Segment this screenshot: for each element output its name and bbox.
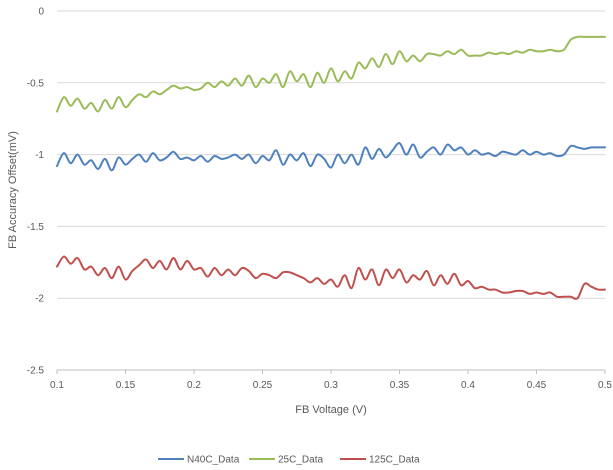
x-axis-title: FB Voltage (V) xyxy=(295,404,367,416)
x-tick-label: 0.2 xyxy=(187,380,201,391)
gridlines xyxy=(57,82,605,371)
y-tick-label: -0.5 xyxy=(27,78,45,89)
x-tick-label: 0.1 xyxy=(50,380,64,391)
y-tick-label: -2 xyxy=(35,294,44,305)
legend-label: 125C_Data xyxy=(369,455,420,466)
axes xyxy=(56,10,606,374)
x-tick-label: 0.4 xyxy=(461,380,475,391)
y-axis-title: FB Accuracy Offset(mV) xyxy=(7,131,19,249)
series-line-n40c-data xyxy=(56,142,606,172)
series-line-125c-data xyxy=(56,255,606,300)
legend: N40C_Data 25C_Data 125C_Data xyxy=(158,455,420,466)
series-lines xyxy=(56,35,606,300)
y-tick-label: -2.5 xyxy=(27,366,45,377)
series-line-25c-data xyxy=(56,35,606,113)
y-tick-label: 0 xyxy=(38,7,44,18)
tick-labels: 0 -0.5 -1 -1.5 -2 -2.5 0.1 0.15 0.2 0.25 0.3 0.35 0.… xyxy=(27,7,613,392)
y-tick-label: -1.5 xyxy=(27,222,45,233)
legend-label: N40C_Data xyxy=(187,455,240,466)
x-tick-label: 0.15 xyxy=(116,380,136,391)
x-tick-label: 0.35 xyxy=(390,380,410,391)
y-tick-label: -1 xyxy=(35,150,44,161)
x-tick-label: 0.25 xyxy=(253,380,273,391)
x-tick-label: 0.45 xyxy=(527,380,547,391)
x-tick-label: 0.3 xyxy=(324,380,338,391)
legend-label: 25C_Data xyxy=(278,455,323,466)
x-tick-label: 0.5 xyxy=(598,380,612,391)
